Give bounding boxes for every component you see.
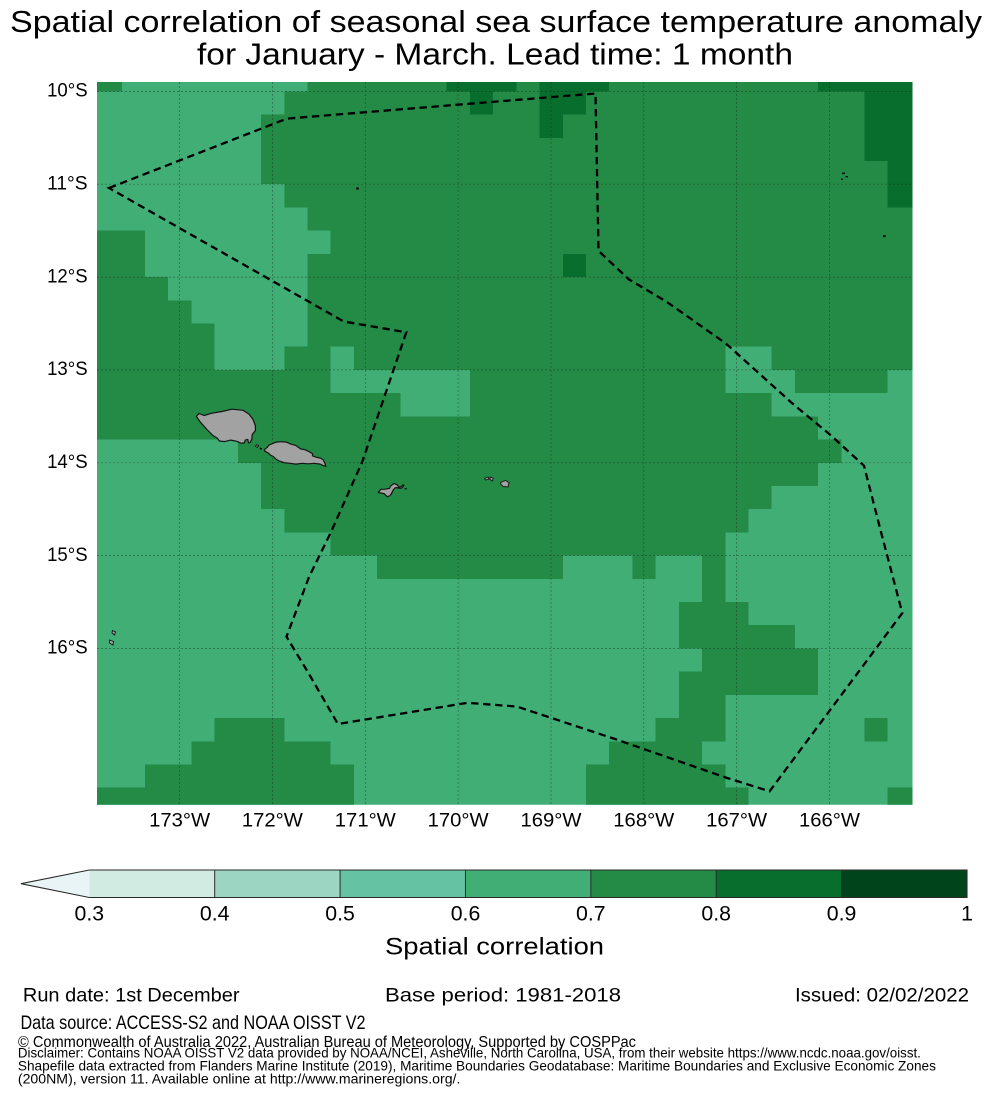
svg-text:170°W: 170°W [428, 810, 490, 832]
svg-text:166°W: 166°W [799, 810, 861, 832]
svg-text:13°S: 13°S [47, 358, 88, 380]
svg-text:for January - March. Lead time: for January - March. Lead time: 1 month [197, 37, 793, 72]
svg-text:172°W: 172°W [242, 810, 304, 832]
svg-text:Base period: 1981-2018: Base period: 1981-2018 [385, 985, 621, 1007]
svg-text:167°W: 167°W [706, 810, 768, 832]
svg-text:0.5: 0.5 [325, 900, 355, 925]
svg-text:15°S: 15°S [47, 544, 88, 566]
svg-text:14°S: 14°S [47, 451, 88, 473]
svg-text:Run date: 1st December: Run date: 1st December [23, 985, 240, 1007]
svg-text:Data source: ACCESS-S2 and NOA: Data source: ACCESS-S2 and NOAA OISST V2 [21, 1012, 366, 1034]
svg-text:Spatial correlation: Spatial correlation [385, 934, 604, 961]
svg-text:11°S: 11°S [47, 172, 88, 194]
svg-text:© Commonwealth of Australia 20: © Commonwealth of Australia 2022, Austra… [18, 1034, 636, 1051]
svg-text:Disclaimer: Contains NOAA OISS: Disclaimer: Contains NOAA OISST V2 data … [18, 1046, 921, 1061]
svg-text:(200NM), version 11. Available: (200NM), version 11. Available online at… [18, 1072, 461, 1087]
svg-text:Issued: 02/02/2022: Issued: 02/02/2022 [795, 985, 969, 1007]
svg-text:169°W: 169°W [521, 810, 583, 832]
svg-text:16°S: 16°S [47, 637, 88, 659]
svg-text:12°S: 12°S [47, 265, 88, 287]
svg-text:0.9: 0.9 [827, 900, 857, 925]
svg-text:0.4: 0.4 [200, 900, 230, 925]
svg-text:173°W: 173°W [149, 810, 211, 832]
svg-text:0.3: 0.3 [75, 900, 105, 925]
svg-text:10°S: 10°S [47, 80, 88, 102]
svg-text:0.7: 0.7 [576, 900, 606, 925]
svg-text:Spatial correlation of seasona: Spatial correlation of seasonal sea surf… [10, 4, 983, 39]
svg-text:171°W: 171°W [335, 810, 397, 832]
svg-text:Shapefile data extracted from: Shapefile data extracted from Flanders M… [18, 1059, 936, 1074]
svg-text:0.6: 0.6 [451, 900, 481, 925]
svg-text:168°W: 168°W [613, 810, 675, 832]
svg-text:1: 1 [961, 900, 973, 925]
svg-text:0.8: 0.8 [701, 900, 731, 925]
